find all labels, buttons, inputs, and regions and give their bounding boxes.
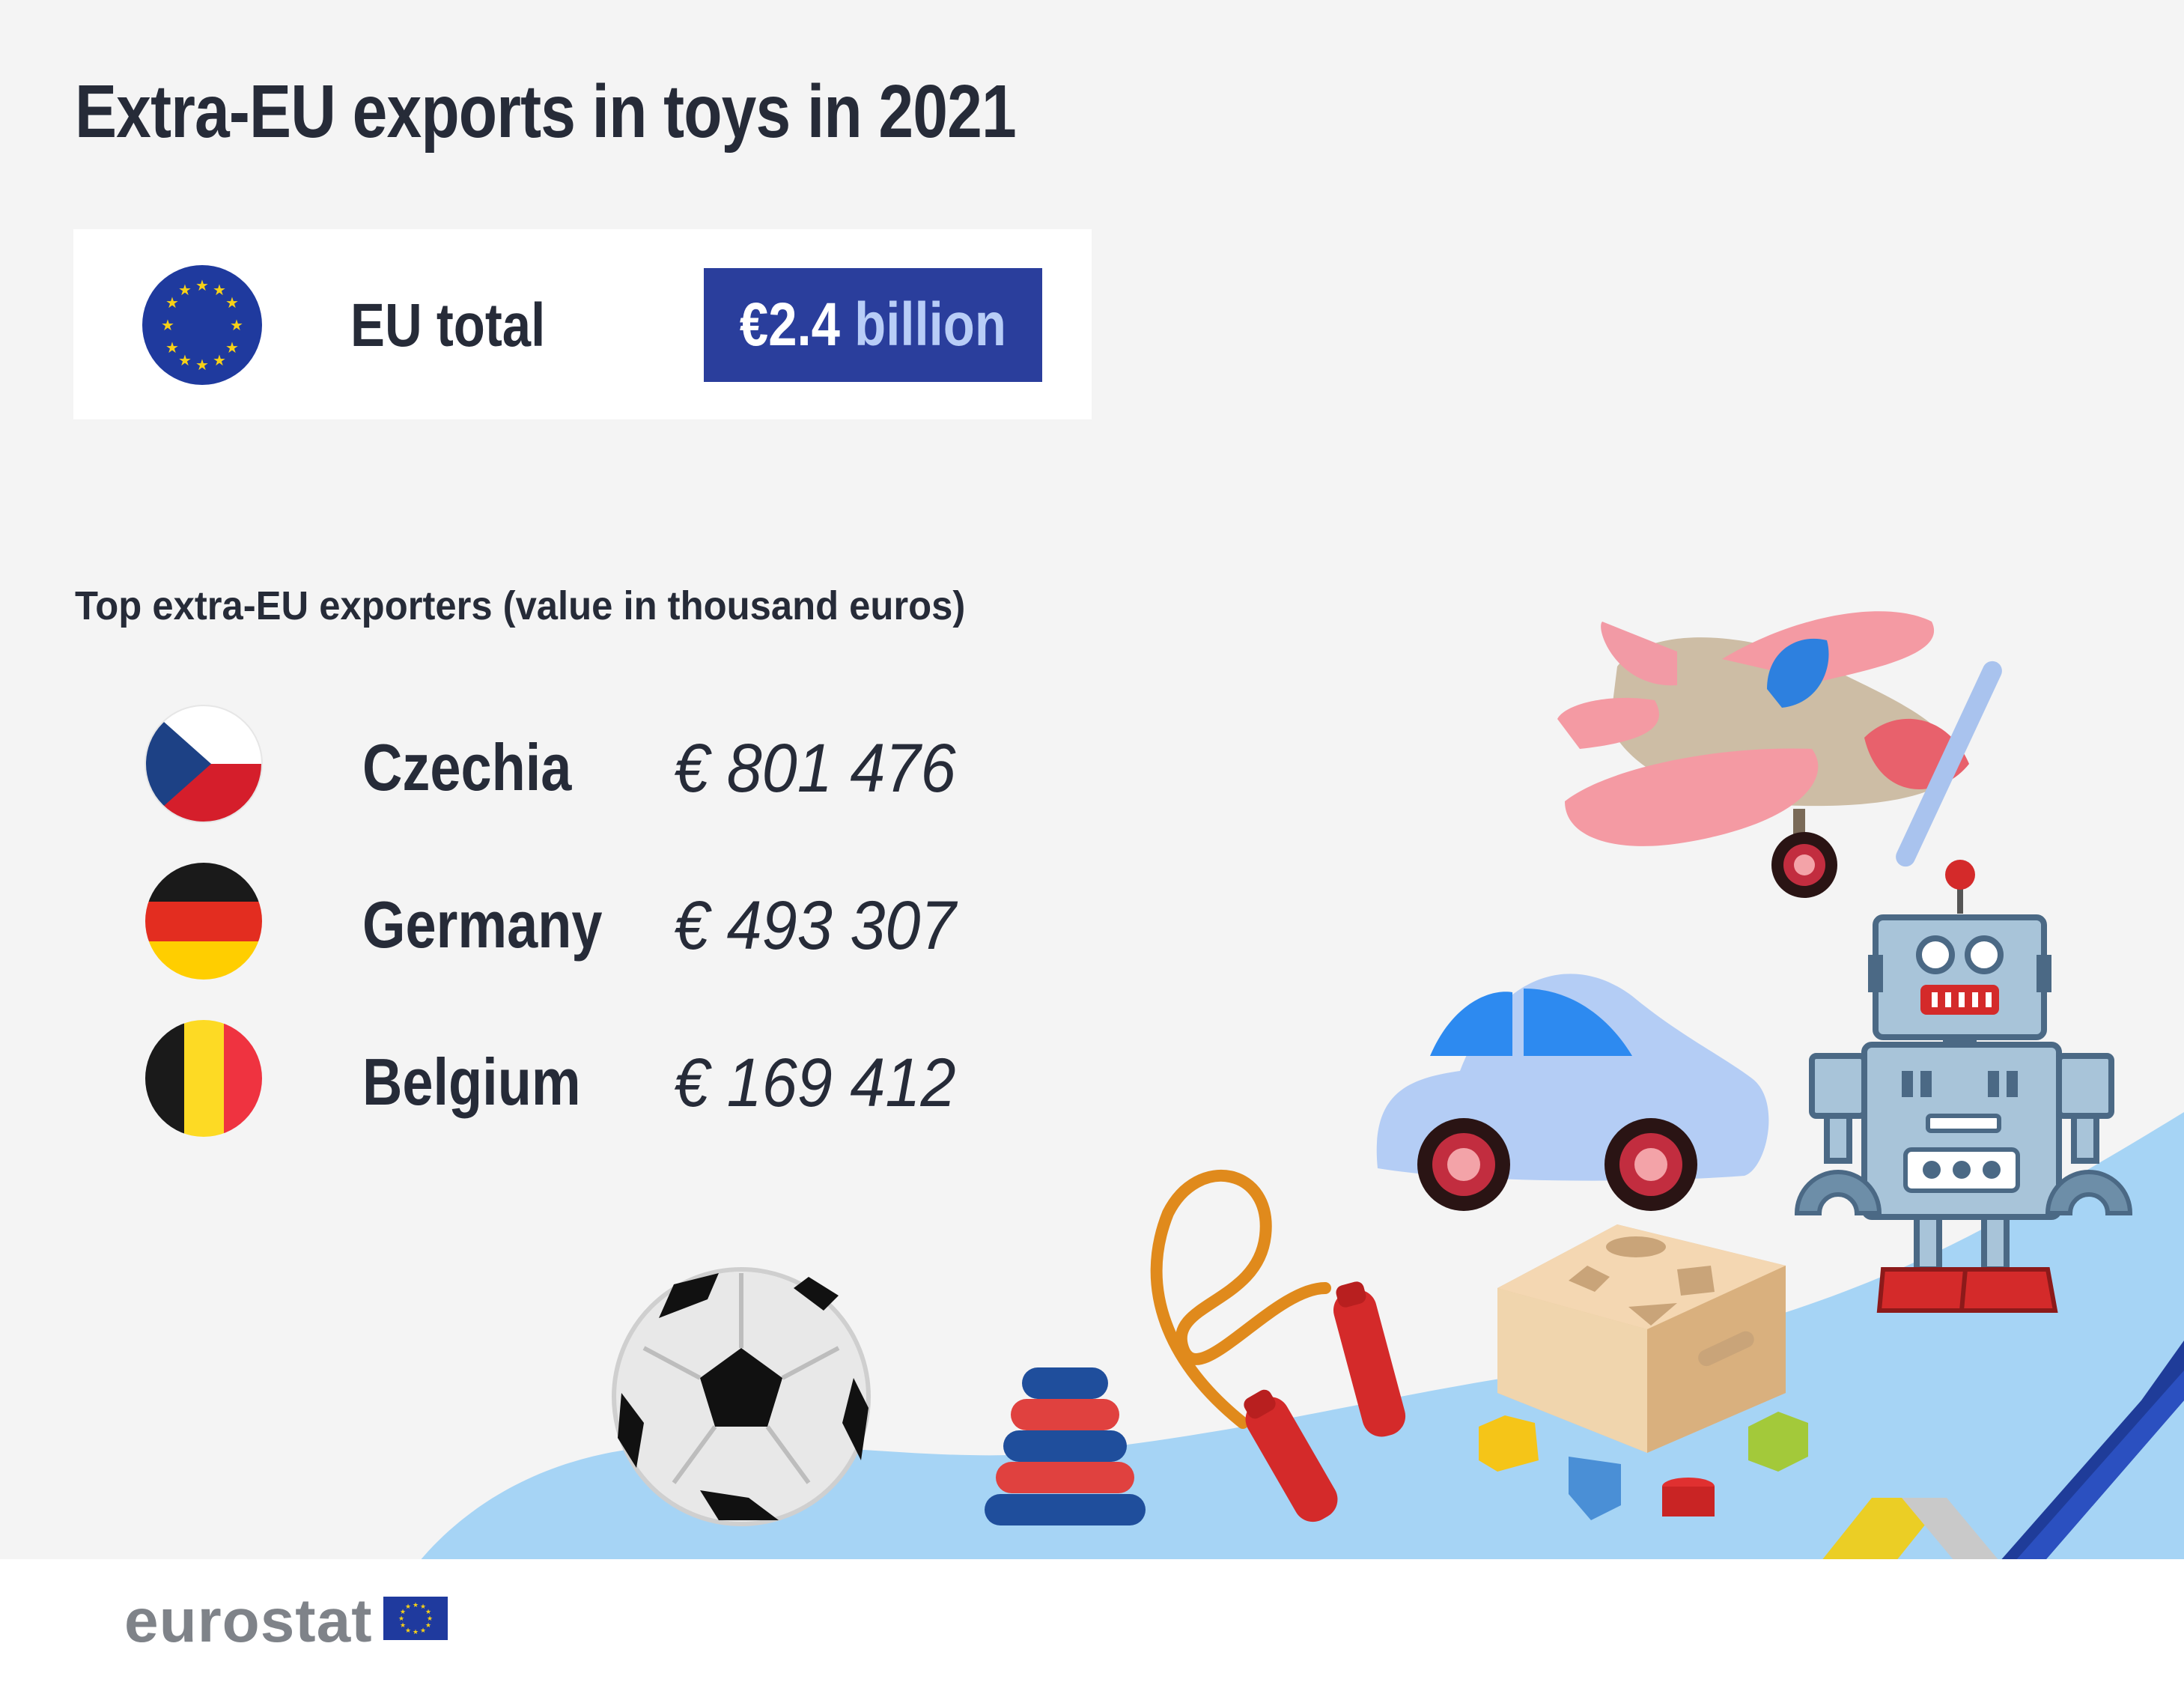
svg-text:★: ★: [405, 1627, 411, 1635]
exporter-country: Germany: [362, 887, 603, 962]
svg-text:★: ★: [165, 294, 179, 312]
svg-text:★: ★: [427, 1615, 433, 1623]
ground-wave: [419, 1112, 2184, 1561]
eu-total-unit: billion: [854, 291, 1007, 359]
svg-text:★: ★: [195, 356, 209, 374]
svg-text:★: ★: [405, 1603, 411, 1611]
stacking-rings-icon: [985, 1367, 1146, 1525]
czech-flag-icon: [145, 705, 263, 823]
exporter-value: € 169 412: [674, 1045, 956, 1121]
svg-text:★: ★: [420, 1603, 426, 1611]
svg-text:★: ★: [425, 1622, 431, 1630]
svg-text:★: ★: [225, 338, 239, 356]
soccer-ball-icon: [612, 1267, 871, 1526]
belgian-flag-icon: [145, 1020, 262, 1137]
exporter-row-czechia: Czechia € 801 476: [0, 704, 1048, 824]
svg-text:★: ★: [400, 1622, 406, 1630]
eurostat-logo-text: eurostat: [124, 1587, 373, 1655]
svg-text:★: ★: [425, 1609, 431, 1616]
toy-airplane-icon: [1557, 611, 2002, 898]
exporter-row-belgium: Belgium € 169 412: [0, 1018, 1048, 1138]
exporter-country: Czechia: [362, 730, 572, 804]
svg-text:★: ★: [165, 338, 179, 356]
svg-text:★: ★: [230, 316, 243, 334]
svg-text:★: ★: [213, 281, 226, 299]
german-flag-icon: [145, 863, 262, 980]
footer-band: [0, 1559, 2184, 1685]
eu-flag-logo-icon: ★ ★★ ★★★ ★★★ ★★★: [383, 1597, 448, 1640]
eu-total-amount: €2.4: [739, 291, 841, 359]
svg-text:★: ★: [413, 1629, 419, 1636]
svg-text:★: ★: [213, 351, 226, 369]
exporters-subtitle: Top extra-EU exporters (value in thousan…: [75, 583, 966, 628]
toy-car-icon: [1376, 974, 1769, 1211]
page-title: Extra-EU exports in toys in 2021: [75, 70, 1017, 154]
svg-text:★: ★: [413, 1602, 419, 1609]
svg-text:★: ★: [398, 1615, 404, 1623]
svg-text:★: ★: [420, 1627, 426, 1635]
svg-text:★: ★: [161, 316, 174, 334]
svg-text:★: ★: [400, 1609, 406, 1616]
exporter-value: € 493 307: [674, 887, 956, 964]
exporter-country: Belgium: [362, 1045, 581, 1119]
exporter-value: € 801 476: [674, 730, 956, 807]
toy-blocks-icon: [1479, 1412, 1808, 1520]
toy-robot-icon: [1794, 860, 2133, 1313]
eu-total-card: ★ ★ ★ ★ ★ ★ ★ ★ ★ ★ ★ ★ EU total €2.4 bi…: [73, 229, 1092, 419]
jump-rope-icon: [1150, 1169, 1406, 1522]
exporter-row-germany: Germany € 493 307: [0, 861, 1048, 981]
shape-sorter-icon: [1497, 1224, 1786, 1453]
svg-text:★: ★: [195, 276, 209, 294]
svg-text:★: ★: [178, 351, 192, 369]
svg-text:★: ★: [178, 281, 192, 299]
eu-total-value-box: €2.4 billion: [704, 268, 1042, 382]
eu-total-label: EU total: [350, 291, 546, 359]
svg-text:★: ★: [225, 294, 239, 312]
eu-flag-icon: ★ ★ ★ ★ ★ ★ ★ ★ ★ ★ ★ ★: [142, 265, 262, 385]
